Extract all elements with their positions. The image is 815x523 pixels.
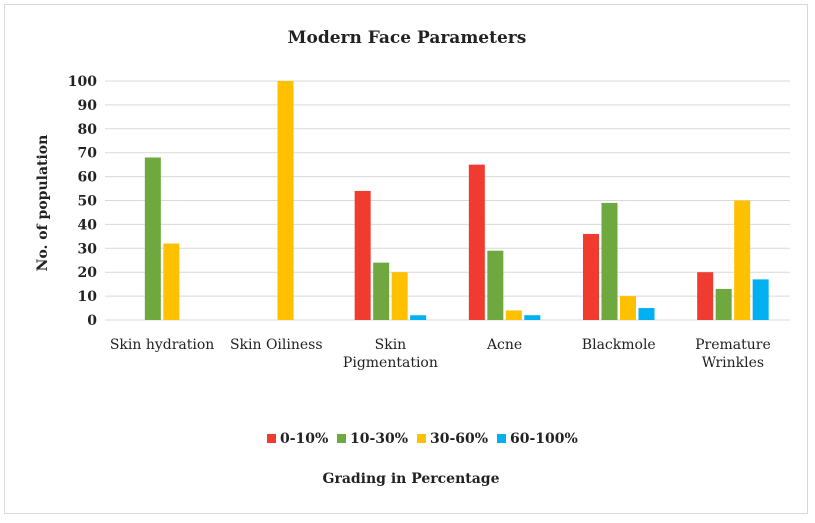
legend-swatch (267, 434, 276, 443)
bar-10-30pct (715, 288, 732, 320)
chart-frame: Modern Face Parameters 0 10 20 30 40 50 60 70 80… (4, 4, 808, 514)
legend-swatch (497, 434, 506, 443)
y-tick-label: 80 (78, 122, 98, 138)
x-axis-categories: Skin hydration Skin Oiliness Skin Pigmentat… (110, 337, 771, 371)
bar-30-60pct (391, 272, 408, 320)
bar-chart: Modern Face Parameters 0 10 20 30 40 50 60 70 80… (35, 28, 790, 487)
y-tick-label: 20 (78, 265, 98, 281)
bar-60-100pct (524, 315, 541, 320)
y-tick-label: 70 (78, 146, 98, 162)
y-tick-label: 30 (78, 241, 98, 257)
legend: 0-10% 10-30% 30-60% 60-100% (267, 431, 578, 447)
bar-10-30pct (487, 250, 504, 320)
bar-0-10pct (697, 272, 714, 320)
bars (144, 81, 769, 320)
chart-title: Modern Face Parameters (288, 28, 527, 48)
y-tick-label: 40 (78, 217, 98, 233)
x-axis-title: Grading in Percentage (322, 471, 499, 487)
y-axis-ticks: 0 10 20 30 40 50 60 70 80 90 100 (68, 74, 97, 329)
bar-30-60pct (163, 243, 180, 320)
bar-0-10pct (354, 190, 371, 320)
legend-label: 30-60% (430, 431, 488, 447)
bar-60-100pct (752, 279, 769, 320)
y-tick-label: 100 (68, 74, 97, 90)
bar-60-100pct (410, 315, 427, 320)
legend-swatch (417, 434, 426, 443)
x-category-label: Premature Wrinkles (695, 337, 771, 371)
y-tick-label: 50 (78, 194, 98, 210)
bar-0-10pct (583, 233, 599, 320)
y-tick-label: 60 (78, 170, 98, 186)
y-tick-label: 10 (78, 289, 98, 305)
bar-30-60pct (620, 296, 636, 320)
y-axis-title: No. of population (35, 135, 51, 272)
gridlines (105, 80, 790, 321)
bar-10-30pct (373, 262, 390, 320)
y-tick-label: 90 (78, 98, 98, 114)
bar-0-10pct (468, 164, 485, 320)
y-tick-label: 0 (87, 313, 97, 329)
x-category-label: Skin Oiliness (230, 337, 323, 353)
x-category-label: Skin Pigmentation (343, 337, 438, 371)
bar-30-60pct (277, 81, 294, 320)
bar-10-30pct (601, 202, 618, 320)
bar-30-60pct (505, 310, 522, 320)
x-category-label: Blackmole (582, 337, 656, 353)
bar-10-30pct (144, 157, 161, 320)
legend-label: 60-100% (510, 431, 578, 447)
legend-label: 0-10% (280, 431, 328, 447)
bar-60-100pct (638, 308, 655, 320)
legend-swatch (337, 434, 346, 443)
x-category-label: Acne (486, 337, 522, 353)
legend-label: 10-30% (350, 431, 408, 447)
bar-30-60pct (734, 200, 751, 320)
x-category-label: Skin hydration (110, 337, 215, 353)
